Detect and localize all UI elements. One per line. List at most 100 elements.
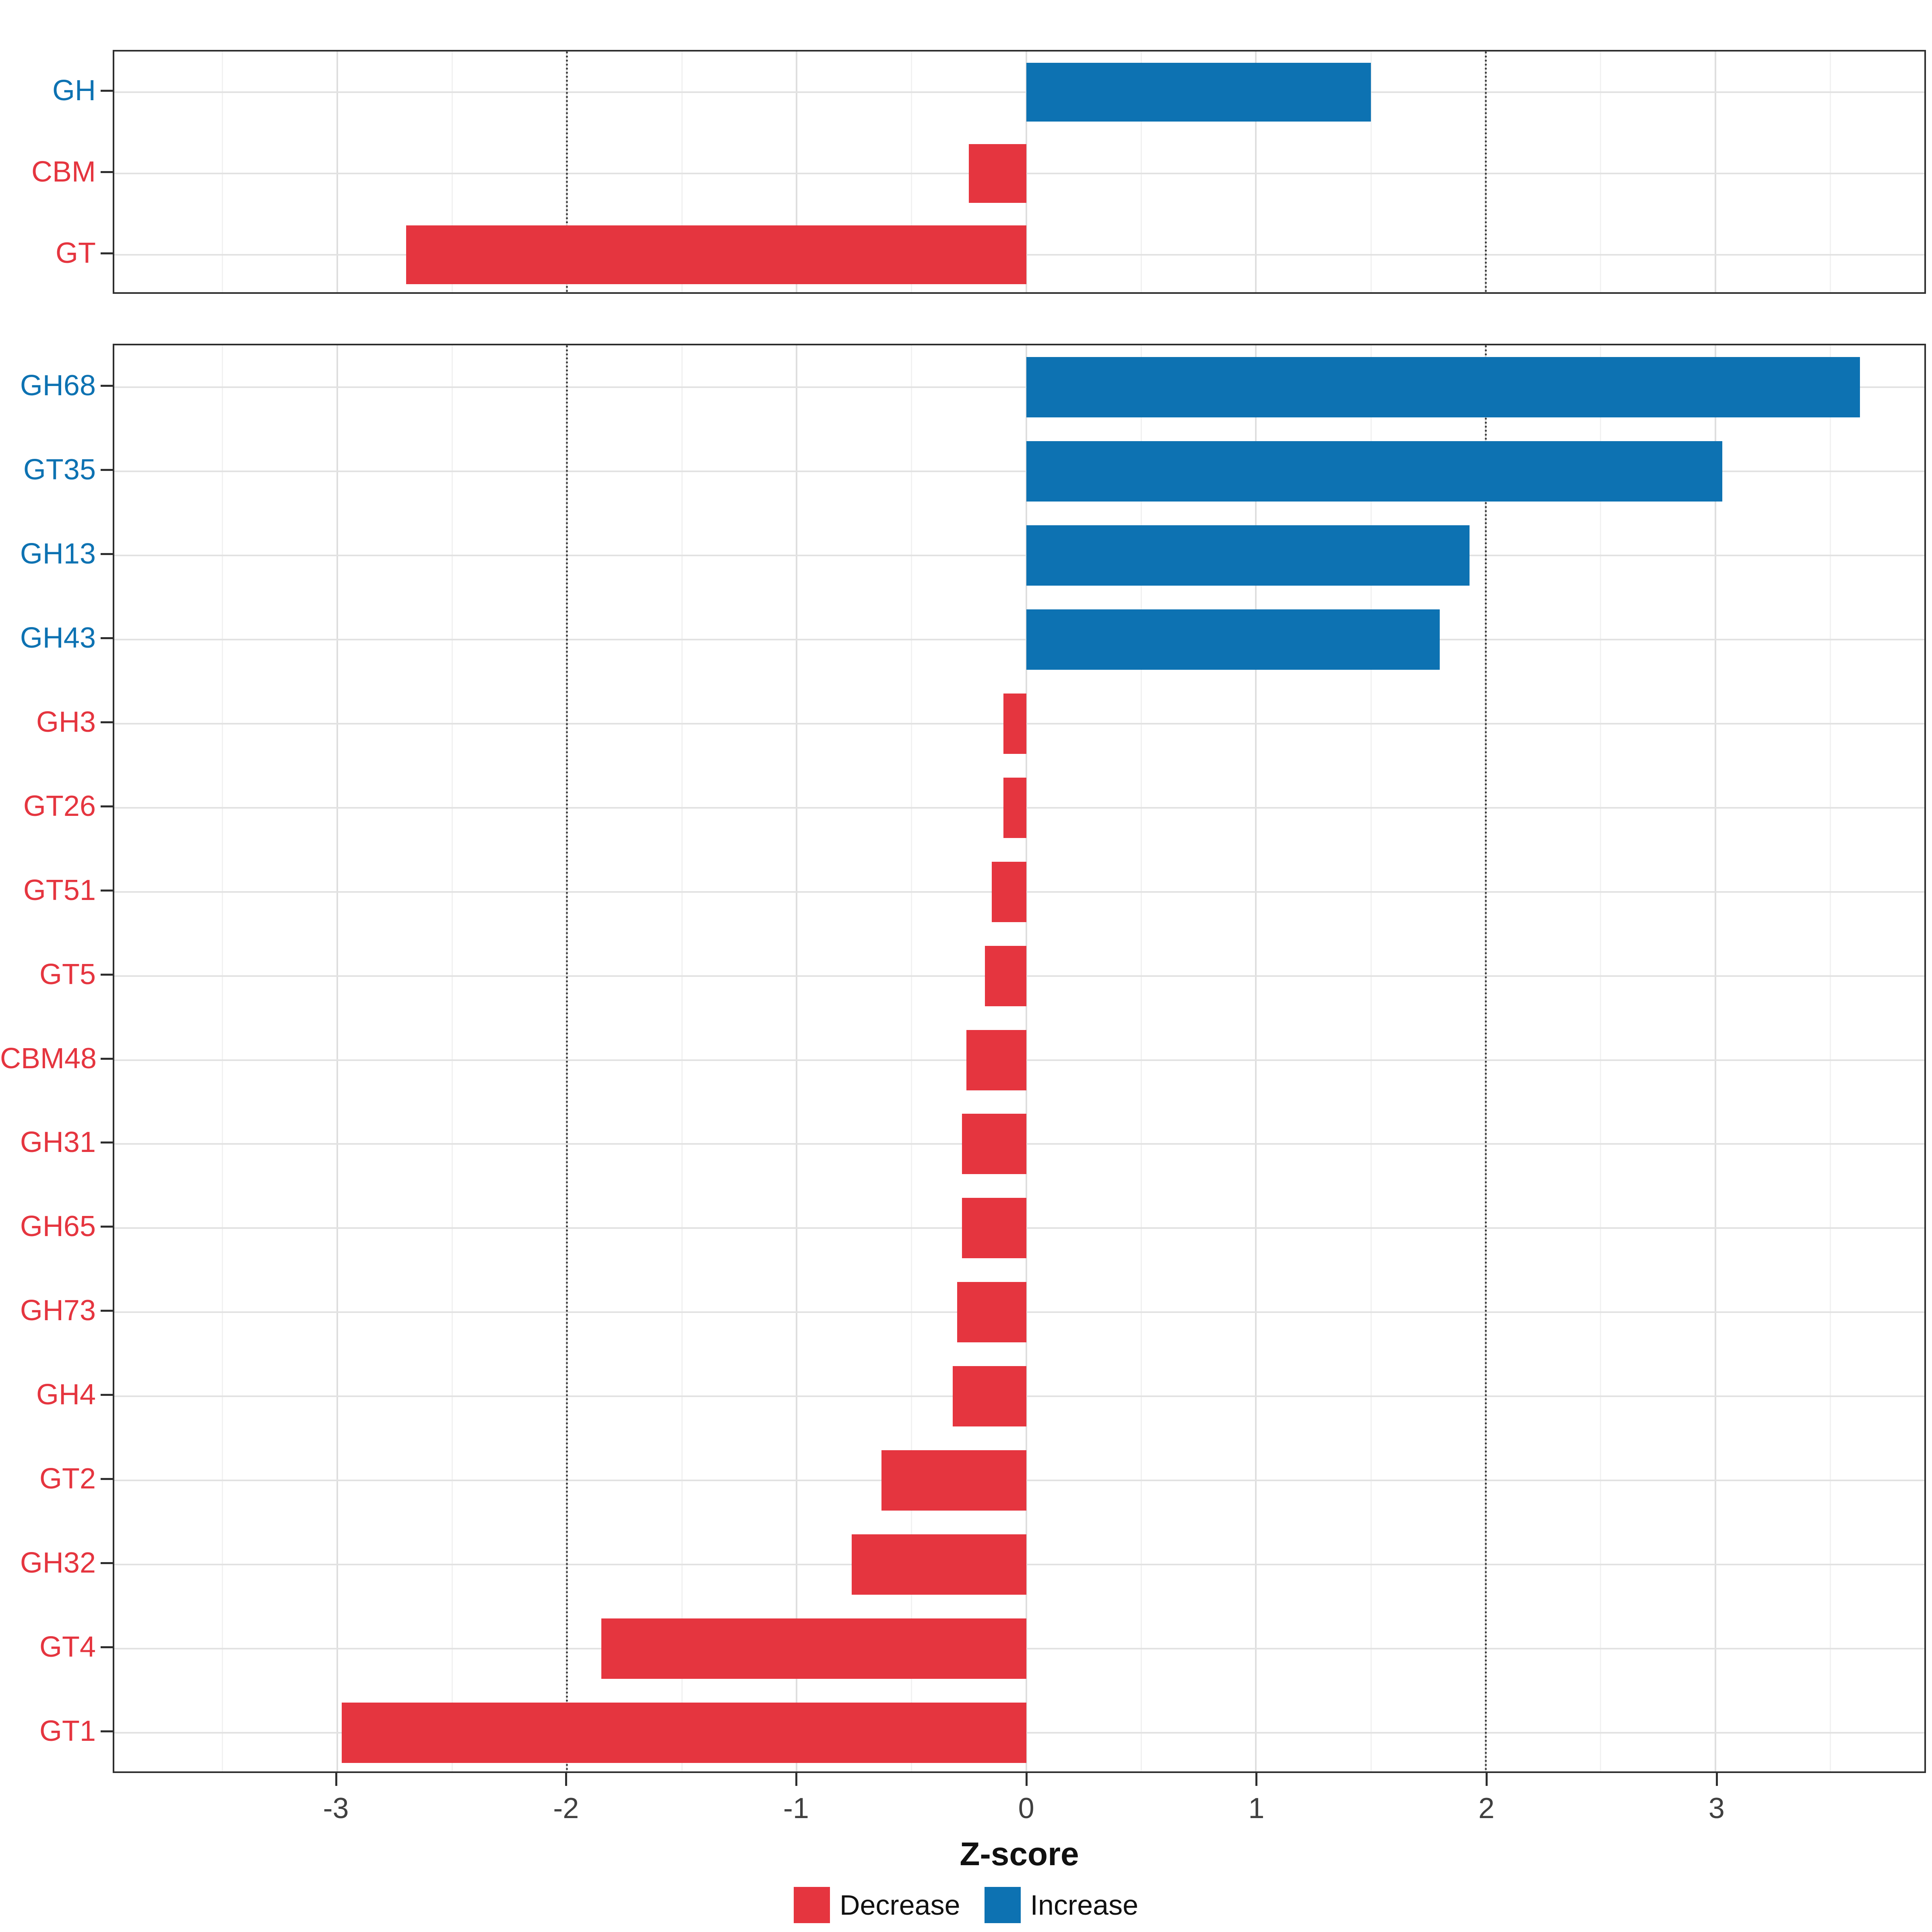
x-tick bbox=[1255, 1773, 1258, 1786]
category-label: GH73 bbox=[20, 1294, 96, 1327]
bar-GT5 bbox=[985, 945, 1026, 1006]
y-tick bbox=[101, 1730, 113, 1732]
y-tick bbox=[101, 553, 113, 555]
x-tick bbox=[1486, 1773, 1488, 1786]
category-label: GT bbox=[56, 237, 96, 269]
gridline-row bbox=[114, 555, 1924, 557]
category-label: GT26 bbox=[23, 790, 96, 822]
x-tick-label: 0 bbox=[1018, 1792, 1034, 1825]
category-label: GH bbox=[52, 74, 96, 107]
y-tick bbox=[101, 1226, 113, 1228]
gridline-minor bbox=[1830, 345, 1831, 1771]
gridline-major bbox=[336, 345, 338, 1771]
x-tick bbox=[335, 1773, 337, 1786]
x-tick bbox=[1715, 1773, 1718, 1786]
bar-GH32 bbox=[851, 1534, 1026, 1595]
gridline-major bbox=[336, 52, 338, 292]
gridline-row bbox=[114, 471, 1924, 473]
gridline-minor bbox=[681, 345, 683, 1771]
y-tick bbox=[101, 721, 113, 723]
gridline-minor bbox=[1140, 345, 1142, 1771]
category-label: GT5 bbox=[39, 958, 96, 991]
gridline-row bbox=[114, 91, 1924, 93]
x-axis-title: Z-score bbox=[960, 1836, 1079, 1872]
gridline-minor bbox=[681, 52, 683, 292]
category-label: GT51 bbox=[23, 874, 96, 906]
reference-line bbox=[566, 345, 568, 1771]
gridline-minor bbox=[222, 345, 223, 1771]
reference-line bbox=[566, 52, 568, 292]
category-label: GH43 bbox=[20, 622, 96, 654]
y-tick bbox=[101, 1141, 113, 1144]
bar-GT1 bbox=[341, 1702, 1026, 1763]
bar-GH68 bbox=[1026, 357, 1860, 418]
bar-GT2 bbox=[881, 1450, 1026, 1511]
gridline-minor bbox=[1370, 345, 1372, 1771]
legend-key-decrease-swatch bbox=[793, 1887, 830, 1923]
category-label: GH4 bbox=[36, 1379, 96, 1411]
category-label: GH68 bbox=[20, 369, 96, 402]
panel-subfamilies bbox=[113, 344, 1926, 1773]
category-label: CBM48 bbox=[0, 1042, 97, 1075]
bar-GH bbox=[1026, 63, 1371, 122]
legend-key-increase-swatch bbox=[984, 1887, 1021, 1923]
y-tick bbox=[101, 1478, 113, 1480]
panel-families bbox=[113, 50, 1926, 294]
bar-GT4 bbox=[601, 1618, 1026, 1679]
gridline-minor bbox=[911, 52, 912, 292]
category-label: GH32 bbox=[20, 1546, 96, 1579]
gridline-minor bbox=[911, 345, 912, 1771]
x-tick-label: 3 bbox=[1708, 1792, 1725, 1825]
gridline-minor bbox=[451, 52, 453, 292]
bar-GH65 bbox=[962, 1198, 1026, 1259]
x-tick-label: -1 bbox=[783, 1792, 809, 1825]
y-tick bbox=[101, 1310, 113, 1312]
y-tick bbox=[101, 1562, 113, 1564]
x-tick-label: -2 bbox=[553, 1792, 579, 1825]
y-tick bbox=[101, 252, 113, 254]
gridline-minor bbox=[1600, 52, 1602, 292]
category-label: GH13 bbox=[20, 538, 96, 570]
reference-line bbox=[1484, 52, 1487, 292]
bar-GH13 bbox=[1026, 525, 1470, 586]
gridline-major bbox=[1255, 52, 1257, 292]
gridline-major bbox=[795, 52, 797, 292]
gridline-row bbox=[114, 639, 1924, 641]
gridline-row bbox=[114, 386, 1924, 388]
bar-GH73 bbox=[957, 1282, 1026, 1343]
y-tick bbox=[101, 637, 113, 640]
reference-line bbox=[1484, 345, 1487, 1771]
category-label: GT4 bbox=[39, 1631, 96, 1663]
y-tick bbox=[101, 385, 113, 387]
category-label: GH65 bbox=[20, 1210, 96, 1243]
x-tick-label: -3 bbox=[323, 1792, 349, 1825]
y-tick bbox=[101, 973, 113, 976]
y-tick bbox=[101, 171, 113, 173]
bar-GH43 bbox=[1026, 609, 1440, 670]
bar-GT bbox=[406, 225, 1026, 284]
x-tick bbox=[1025, 1773, 1028, 1786]
bar-CBM bbox=[968, 144, 1026, 203]
bar-GT26 bbox=[1003, 777, 1026, 838]
category-label: GH3 bbox=[36, 706, 96, 738]
category-label: CBM bbox=[31, 156, 96, 188]
gridline-minor bbox=[1600, 345, 1602, 1771]
bar-GT51 bbox=[992, 861, 1026, 922]
y-tick bbox=[101, 805, 113, 807]
gridline-minor bbox=[222, 52, 223, 292]
y-tick bbox=[101, 90, 113, 92]
y-tick bbox=[101, 1394, 113, 1396]
gridline-major bbox=[1714, 52, 1716, 292]
x-tick-label: 1 bbox=[1248, 1792, 1265, 1825]
x-tick bbox=[565, 1773, 568, 1786]
bar-GH31 bbox=[962, 1114, 1026, 1174]
category-label: GT35 bbox=[23, 454, 96, 486]
gridline-minor bbox=[1830, 52, 1831, 292]
category-label: GT1 bbox=[39, 1715, 96, 1747]
x-tick bbox=[795, 1773, 797, 1786]
legend-label-increase: Increase bbox=[1030, 1889, 1139, 1921]
gridline-minor bbox=[451, 345, 453, 1771]
category-label: GT2 bbox=[39, 1462, 96, 1495]
category-label: GH31 bbox=[20, 1126, 96, 1159]
